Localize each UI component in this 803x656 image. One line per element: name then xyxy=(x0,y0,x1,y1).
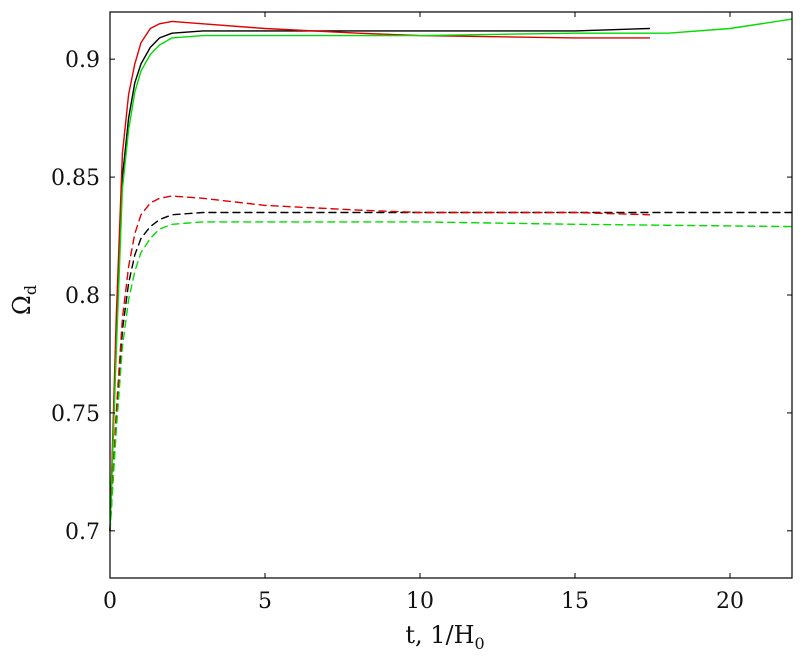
series-line-1 xyxy=(109,27,651,532)
x-tick-label: 20 xyxy=(716,589,744,614)
x-tick-label: 5 xyxy=(258,589,272,614)
series-line-4 xyxy=(109,211,793,532)
x-axis-label: t, 1/H0 xyxy=(405,621,484,653)
x-tick-label: 10 xyxy=(406,589,434,614)
ticks-layer: 0 5 10 15 20 0.7 0.75 0.8 0.85 0.9 xyxy=(51,12,792,614)
y-tick-label: 0.85 xyxy=(51,166,100,191)
y-axis-label-subscript: d xyxy=(21,285,40,295)
x-tick-label: 0 xyxy=(103,589,117,614)
series-line-2 xyxy=(109,20,651,532)
plot-frame xyxy=(109,11,793,579)
series-line-3 xyxy=(109,18,793,532)
series-line-6 xyxy=(109,221,793,532)
y-tick-label: 0.7 xyxy=(65,520,100,545)
y-axis-label: Ωd xyxy=(8,285,40,315)
x-tick-label: 15 xyxy=(561,589,589,614)
y-tick-label: 0.9 xyxy=(65,48,100,73)
y-tick-label: 0.75 xyxy=(51,402,100,427)
series-layer xyxy=(109,18,793,532)
x-axis-label-subscript: 0 xyxy=(475,634,485,653)
y-tick-label: 0.8 xyxy=(65,284,100,309)
series-line-5 xyxy=(109,195,651,532)
